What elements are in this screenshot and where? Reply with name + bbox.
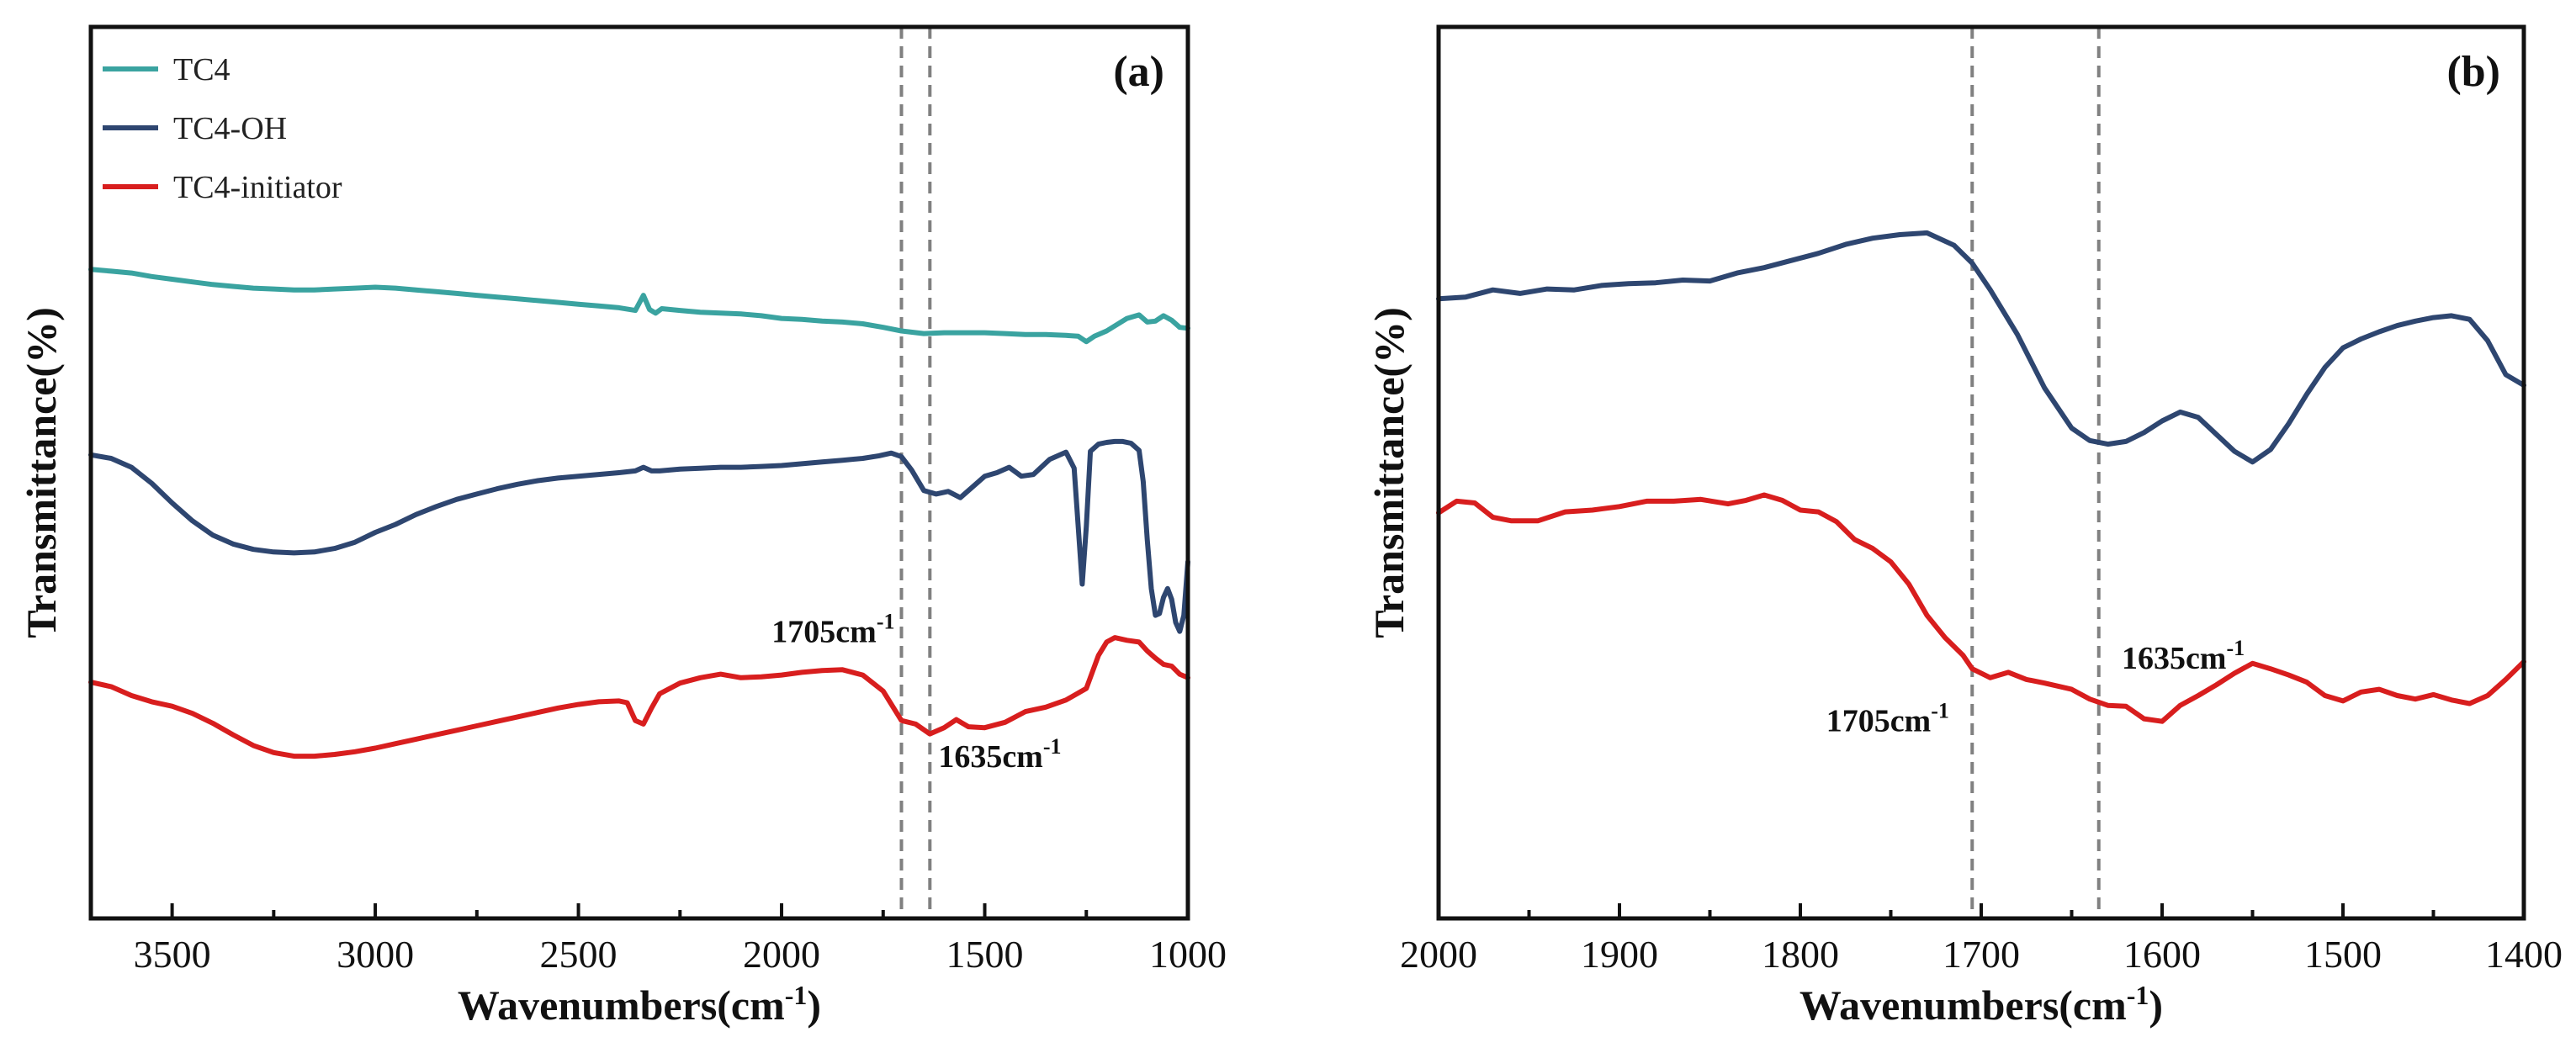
x-tick-label: 2500: [540, 933, 617, 976]
series-line-tc4-initiator: [88, 635, 1190, 759]
panel-label: (a): [1113, 48, 1164, 96]
x-tick-label: 1000: [1149, 933, 1227, 976]
legend-label: TC4-OH: [173, 111, 287, 146]
x-tick-label: 2000: [1400, 933, 1477, 976]
annotation-1705cm: 1705cm-1: [771, 609, 894, 649]
legend: TC4 TC4-OH TC4-initiator: [103, 52, 342, 205]
panel-label: (b): [2446, 48, 2500, 96]
x-tick-label: 1900: [1581, 933, 1658, 976]
x-axis-title: Wavenumbers(cm-1): [1799, 980, 2163, 1029]
x-tick-label: 1800: [1762, 933, 1839, 976]
x-tick-label: 1600: [2123, 933, 2201, 976]
y-axis-title: Transmittance(%): [1365, 307, 1413, 638]
panel-a: 3500 3000 2500 2000 1500 1000 Wavenumbers(cm-1…: [18, 24, 1227, 1029]
x-tick-label: 3500: [134, 933, 211, 976]
annotation-1635cm: 1635cm-1: [2122, 636, 2245, 676]
series-line-tc4-initiator: [1436, 492, 2526, 724]
legend-label: TC4-initiator: [173, 170, 342, 205]
plot-frame: [88, 24, 1190, 921]
x-axis-title: Wavenumbers(cm-1): [458, 980, 821, 1029]
x-tick-label: 1500: [2304, 933, 2382, 976]
panel-b: 2000 1900 1800 1700 1600 1500 1400 Wavenumbers(…: [1365, 24, 2563, 1029]
series-line-tc4: [88, 267, 1190, 345]
annotation-1705cm: 1705cm-1: [1826, 698, 1949, 738]
x-tick-label: 1400: [2485, 933, 2563, 976]
annotation-1635cm: 1635cm-1: [938, 734, 1061, 775]
x-tick-label: 2000: [743, 933, 820, 976]
y-axis-title: Transmittance(%): [18, 307, 65, 638]
series-line-tc4-oh: [1436, 230, 2526, 465]
x-tick-label: 3000: [337, 933, 414, 976]
series-line-tc4-oh: [88, 438, 1190, 634]
legend-label: TC4: [173, 52, 231, 87]
x-tick-label: 1700: [1943, 933, 2020, 976]
x-tick-label: 1500: [946, 933, 1024, 976]
plot-frame: [1436, 24, 2526, 921]
